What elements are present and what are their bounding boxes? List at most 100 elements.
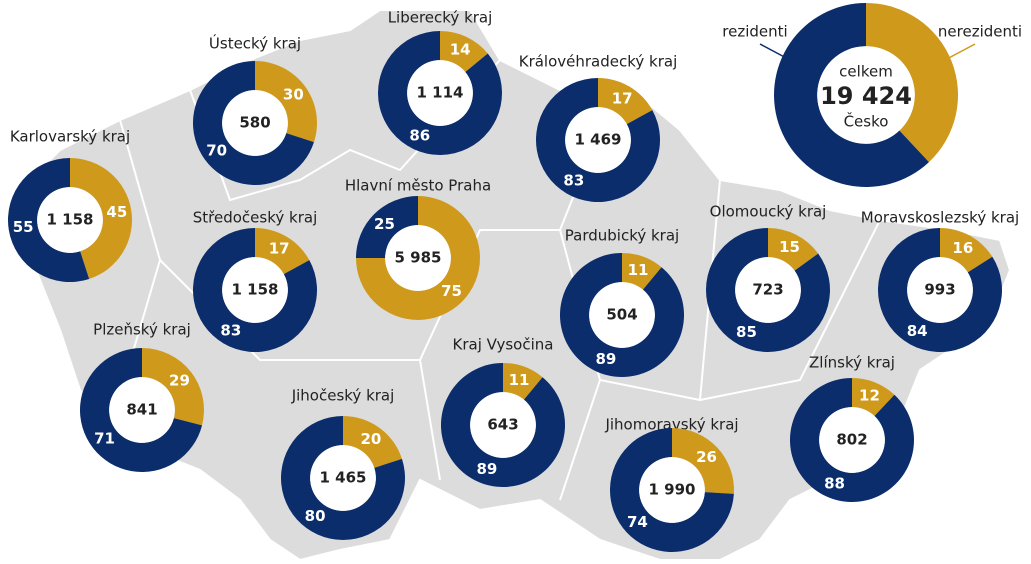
nonresidents-label: 75 [441,282,462,300]
donut-hole [222,257,288,323]
residents-segment [440,362,565,487]
legend-nonresidents: nerezidenti [938,23,1022,41]
nonresidents-segment [622,253,662,290]
residents-label: 88 [824,475,845,493]
residents-label: 85 [736,323,757,341]
residents-label: 25 [374,215,395,233]
nonresidents-label: 45 [106,203,127,221]
region-name: Moravskoslezský kraj [861,209,1019,227]
residents-segment [193,228,317,352]
region-total: 1 158 [232,281,279,299]
region-total: 841 [126,401,157,419]
nonresidents-label: 29 [169,371,190,389]
nonresidents-segment [255,228,310,275]
donut-hole [310,445,376,511]
donut-hole [109,377,175,443]
residents-label: 70 [206,141,227,159]
region-name: Jihomoravský kraj [604,416,738,434]
legend-residents: rezidenti [722,23,787,41]
region-total: 723 [752,281,783,299]
donut-hole [407,60,473,126]
nonresidents-segment [142,348,204,426]
nonresidents-segment [343,416,402,468]
nonresidents-label: 30 [283,86,304,104]
nonresidents-segment [672,428,734,494]
region-name: Jihočeský kraj [291,387,395,405]
nonresidents-label: 20 [360,430,381,448]
donut-hole [735,257,801,323]
region-name: Středočeský kraj [193,209,317,227]
nonresidents-segment [503,363,543,400]
region-name: Ústecký kraj [209,34,301,53]
region-name: Kraj Vysočina [453,336,554,354]
residents-segment [356,196,418,258]
donut-hole [222,90,288,156]
region-total: 504 [606,306,637,324]
donut-hole [470,392,536,458]
residents-label: 83 [220,321,241,339]
region-total: 5 985 [395,249,442,267]
nonresidents-segment [356,196,480,320]
residents-segment [378,31,502,155]
region-name: Hlavní město Praha [345,177,491,195]
region-total: 1 469 [575,131,622,149]
residents-label: 89 [476,460,497,478]
region-name: Zlínský kraj [809,354,895,372]
region-name: Plzeňský kraj [93,321,191,339]
nonresidents-segment [940,228,993,273]
nonresidents-segment [440,31,488,73]
nonresidents-label: 11 [628,261,649,279]
region-name: Liberecký kraj [388,9,493,27]
nonresidents-segment [598,78,653,125]
nonresidents-label: 17 [269,240,290,258]
residents-label: 83 [563,171,584,189]
residents-label: 84 [907,322,928,340]
residents-segment [706,228,830,352]
donut-hole [385,225,451,291]
residents-segment [79,348,203,472]
region-total: 580 [239,114,270,132]
country-total: 19 424 [820,82,912,110]
region-total: 643 [487,416,518,434]
residents-segment [193,61,314,185]
nonresidents-label: 17 [612,90,633,108]
nonresidents-segment [70,158,132,279]
nonresidents-label: 26 [696,448,717,466]
nonresidents-label: 11 [509,371,530,389]
region-total: 1 114 [417,84,464,102]
donut-hole [817,46,915,144]
nonresidents-segment [852,378,895,417]
residents-label: 71 [94,430,115,448]
residents-segment [7,158,90,282]
country-name: Česko [844,112,889,131]
nonresidents-segment [768,228,819,271]
nonresidents-label: 14 [450,41,471,59]
region-name: Královéhradecký kraj [519,53,678,71]
donut-hole [565,107,631,173]
donut-hole [639,457,705,523]
region-name: Pardubický kraj [565,227,679,245]
residents-label: 55 [13,218,34,236]
nonresidents-label: 15 [779,238,800,256]
legend-leader [944,43,976,61]
nonresidents-label: 12 [859,386,880,404]
region-total: 802 [836,431,867,449]
donut-hole [37,187,103,253]
residents-label: 80 [305,507,326,525]
region-total: 1 158 [47,211,94,229]
region-total: 993 [924,281,955,299]
nonresidents-segment [255,61,317,143]
nonresidents-label: 16 [952,239,973,257]
residents-segment [790,378,914,502]
residents-label: 89 [595,350,616,368]
residents-segment [535,78,660,202]
nonresidents-segment [866,3,958,163]
residents-label: 74 [627,513,648,531]
country-label: celkem [839,63,893,81]
donut-hole [907,257,973,323]
donut-hole [819,407,885,473]
donut-hole [589,282,655,348]
region-total: 1 465 [320,469,367,487]
region-total: 1 990 [649,481,696,499]
